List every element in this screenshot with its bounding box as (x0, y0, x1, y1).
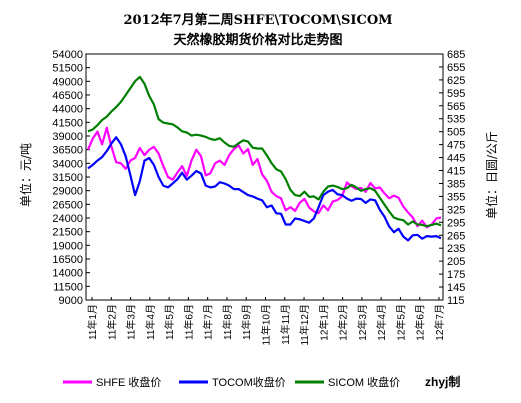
x-tick-label: 11年7月 (202, 304, 215, 340)
left-y-tick-label: 54000 (52, 49, 83, 61)
left-y-tick-label: 46500 (52, 90, 83, 102)
series-line-tocom (87, 136, 442, 242)
right-y-tick-label: 445 (447, 153, 465, 165)
x-axis-ticks: 11年1月 11年2月 11年3月 11年4月 11年5月 11年6月 11年7月 11年8月… (86, 297, 446, 346)
x-tick-label: 11年11月 (279, 304, 292, 345)
chart-title-line1: 2012年7月第二周SHFE\TOCOM\SICOM (123, 12, 392, 28)
x-tick-label: 11年3月 (125, 304, 138, 340)
series-lines (86, 75, 442, 242)
right-y-axis-ticks: 6856556255955655355054754454153853553252… (439, 49, 465, 307)
right-y-tick-label: 565 (447, 101, 465, 113)
right-y-tick-label: 235 (447, 243, 465, 255)
left-y-tick-label: 19000 (52, 240, 83, 252)
right-y-tick-label: 595 (447, 88, 465, 100)
legend: SHFE 收盘价 TOCOM收盘价 SICOM 收盘价 (63, 375, 400, 389)
right-y-tick-label: 535 (447, 114, 465, 126)
x-tick-label: 12年6月 (414, 304, 427, 341)
left-y-tick-label: 14000 (52, 268, 83, 280)
chart-title-line2: 天然橡胶期货价格对比走势图 (173, 32, 342, 48)
legend-label-sicom: SICOM 收盘价 (328, 375, 400, 389)
left-y-tick-label: 51500 (52, 63, 83, 75)
right-y-tick-label: 265 (447, 230, 465, 242)
x-tick-label: 11年12月 (298, 304, 311, 346)
legend-label-tocom: TOCOM收盘价 (212, 375, 286, 389)
right-y-tick-label: 115 (447, 295, 465, 307)
right-y-tick-label: 295 (447, 217, 465, 229)
author-credit: zhyj制 (425, 374, 460, 389)
left-y-tick-label: 24000 (52, 213, 83, 225)
right-y-tick-label: 505 (447, 127, 465, 139)
left-y-tick-label: 49000 (52, 76, 83, 88)
right-y-tick-label: 175 (447, 269, 465, 281)
x-tick-label: 12年4月 (375, 304, 388, 341)
series-line-sicom (87, 75, 442, 228)
left-y-tick-label: 36500 (52, 145, 83, 157)
left-y-tick-label: 16500 (52, 254, 83, 266)
x-tick-label: 12年5月 (394, 304, 407, 341)
left-y-tick-label: 34000 (52, 158, 83, 170)
right-y-tick-label: 415 (447, 166, 465, 178)
x-tick-label: 11年6月 (182, 304, 195, 340)
right-y-axis-label: 单位：日圆/公斤 (484, 131, 499, 219)
left-y-tick-label: 44000 (52, 104, 83, 116)
x-tick-label: 11年10月 (260, 304, 273, 346)
x-tick-label: 11年2月 (105, 304, 118, 340)
left-y-tick-label: 21500 (52, 227, 83, 239)
left-y-axis-label: 单位：元/吨 (18, 143, 33, 207)
left-y-tick-label: 11500 (53, 281, 83, 293)
left-y-tick-label: 9000 (59, 295, 83, 307)
plot-area (85, 53, 444, 301)
left-y-tick-label: 31500 (52, 172, 83, 184)
x-tick-label: 12年2月 (337, 304, 350, 341)
x-tick-label: 12年3月 (356, 304, 369, 341)
legend-label-shfe: SHFE 收盘价 (96, 375, 161, 389)
x-tick-label: 11年8月 (221, 304, 234, 340)
x-tick-label: 12年1月 (317, 304, 330, 341)
right-y-tick-label: 145 (447, 282, 465, 294)
x-tick-label: 11年1月 (86, 304, 99, 340)
x-tick-label: 11年9月 (240, 304, 253, 340)
left-y-tick-label: 26500 (52, 199, 83, 211)
right-y-tick-label: 325 (447, 204, 465, 216)
left-y-tick-label: 29000 (52, 186, 83, 198)
right-y-tick-label: 355 (447, 191, 465, 203)
left-y-tick-label: 39000 (52, 131, 83, 143)
x-tick-label: 11年4月 (144, 304, 157, 340)
x-tick-label: 12年7月 (433, 304, 446, 341)
right-y-tick-label: 685 (447, 49, 465, 61)
right-y-tick-label: 655 (447, 62, 465, 74)
right-y-tick-label: 475 (447, 140, 465, 152)
right-y-tick-label: 385 (447, 178, 465, 190)
x-tick-label: 11年5月 (163, 304, 176, 340)
right-y-tick-label: 205 (447, 256, 465, 268)
series-line-shfe (86, 126, 442, 229)
right-y-tick-label: 625 (447, 75, 465, 87)
left-y-tick-label: 41500 (52, 117, 83, 129)
